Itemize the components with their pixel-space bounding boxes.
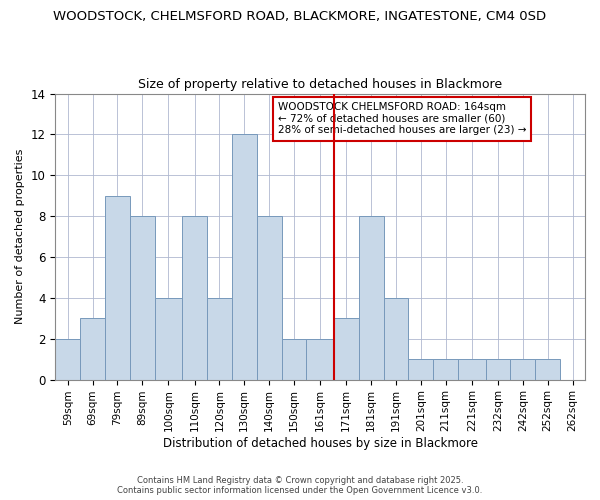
Bar <box>257 216 281 380</box>
Bar <box>511 359 535 380</box>
Text: Contains HM Land Registry data © Crown copyright and database right 2025.
Contai: Contains HM Land Registry data © Crown c… <box>118 476 482 495</box>
Bar <box>232 134 257 380</box>
Bar <box>409 359 433 380</box>
Bar <box>535 359 560 380</box>
Bar <box>80 318 105 380</box>
Bar <box>458 359 485 380</box>
Text: WOODSTOCK CHELMSFORD ROAD: 164sqm
← 72% of detached houses are smaller (60)
28% : WOODSTOCK CHELMSFORD ROAD: 164sqm ← 72% … <box>278 102 526 136</box>
Bar <box>55 338 80 380</box>
Bar <box>433 359 458 380</box>
Bar <box>182 216 207 380</box>
Title: Size of property relative to detached houses in Blackmore: Size of property relative to detached ho… <box>138 78 502 91</box>
Bar <box>383 298 409 380</box>
X-axis label: Distribution of detached houses by size in Blackmore: Distribution of detached houses by size … <box>163 437 478 450</box>
Bar <box>105 196 130 380</box>
Bar <box>130 216 155 380</box>
Bar <box>207 298 232 380</box>
Bar <box>485 359 511 380</box>
Bar <box>334 318 359 380</box>
Bar <box>281 338 307 380</box>
Bar <box>307 338 334 380</box>
Bar <box>359 216 383 380</box>
Bar <box>155 298 182 380</box>
Y-axis label: Number of detached properties: Number of detached properties <box>15 149 25 324</box>
Text: WOODSTOCK, CHELMSFORD ROAD, BLACKMORE, INGATESTONE, CM4 0SD: WOODSTOCK, CHELMSFORD ROAD, BLACKMORE, I… <box>53 10 547 23</box>
